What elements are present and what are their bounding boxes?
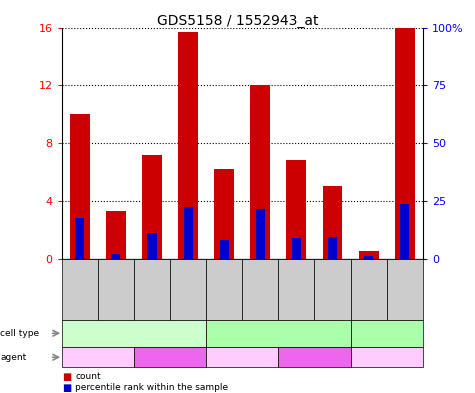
Text: control: control: [229, 353, 256, 362]
Text: GSM1371025: GSM1371025: [77, 264, 83, 314]
Bar: [147, 233, 157, 259]
Text: ■: ■: [62, 372, 71, 382]
Bar: [286, 160, 306, 259]
Text: differentiated neural
progenitor cells: differentiated neural progenitor cells: [244, 327, 313, 340]
Text: control: control: [373, 353, 400, 362]
Text: GSM1371027: GSM1371027: [149, 264, 155, 314]
Text: ■: ■: [62, 383, 71, 393]
Bar: [142, 154, 162, 259]
Text: count: count: [75, 373, 101, 382]
Text: GSM1371028: GSM1371028: [185, 264, 191, 314]
Bar: [359, 252, 379, 259]
Bar: [75, 218, 85, 259]
Bar: [250, 85, 270, 259]
Text: GSM1371032: GSM1371032: [257, 264, 263, 314]
Text: GSM1371034: GSM1371034: [330, 264, 335, 314]
Text: GSM1371031: GSM1371031: [221, 264, 227, 314]
Bar: [183, 207, 193, 259]
Bar: [70, 114, 90, 259]
Text: GSM1371029: GSM1371029: [366, 264, 371, 314]
Text: EtOH: EtOH: [160, 353, 180, 362]
Bar: [292, 239, 301, 259]
Text: GSM1371026: GSM1371026: [113, 264, 119, 314]
Bar: [111, 254, 121, 259]
Bar: [323, 186, 342, 259]
Bar: [328, 237, 337, 259]
Text: control: control: [85, 353, 111, 362]
Bar: [106, 211, 126, 259]
Bar: [178, 32, 198, 259]
Text: undifferentiated
H1 hESC parent: undifferentiated H1 hESC parent: [360, 327, 414, 340]
Text: EtOH: EtOH: [304, 353, 324, 362]
Text: agent: agent: [0, 353, 27, 362]
Bar: [214, 169, 234, 259]
Bar: [364, 256, 373, 259]
Bar: [400, 204, 409, 259]
Text: percentile rank within the sample: percentile rank within the sample: [75, 383, 228, 392]
Text: differentiated neural rosettes: differentiated neural rosettes: [85, 330, 183, 336]
Text: GDS5158 / 1552943_at: GDS5158 / 1552943_at: [157, 14, 318, 28]
Bar: [219, 240, 229, 259]
Text: cell type: cell type: [0, 329, 39, 338]
Bar: [395, 28, 415, 259]
Text: GSM1371030: GSM1371030: [402, 264, 408, 314]
Bar: [256, 209, 265, 259]
Text: GSM1371033: GSM1371033: [294, 264, 299, 314]
